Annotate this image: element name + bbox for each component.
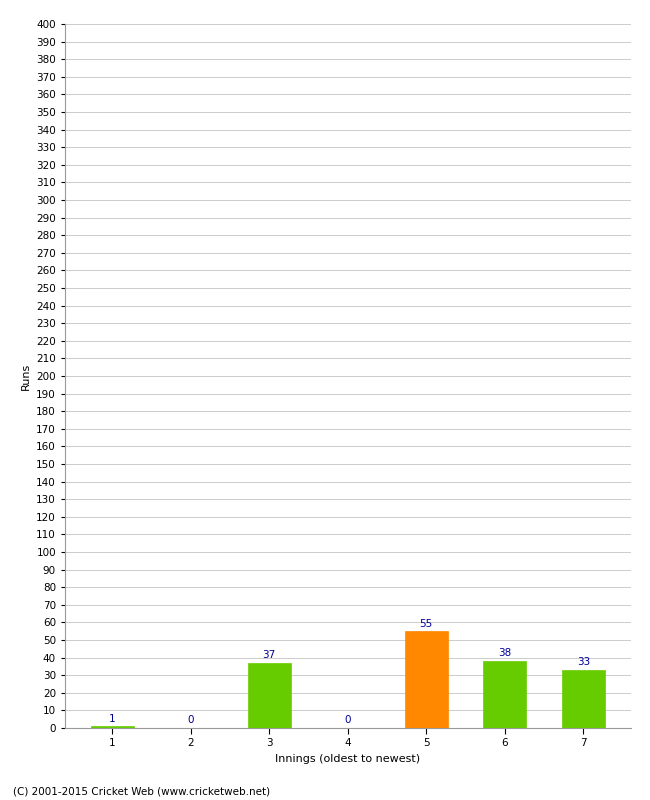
- Text: 1: 1: [109, 714, 116, 723]
- Text: 0: 0: [344, 715, 351, 726]
- Bar: [248, 663, 291, 728]
- Bar: [90, 726, 134, 728]
- Bar: [405, 631, 448, 728]
- Text: 0: 0: [187, 715, 194, 726]
- Text: 37: 37: [263, 650, 276, 660]
- Y-axis label: Runs: Runs: [21, 362, 31, 390]
- Bar: [562, 670, 605, 728]
- Bar: [483, 661, 526, 728]
- Text: 55: 55: [420, 618, 433, 629]
- Text: (C) 2001-2015 Cricket Web (www.cricketweb.net): (C) 2001-2015 Cricket Web (www.cricketwe…: [13, 786, 270, 796]
- Text: 38: 38: [498, 649, 512, 658]
- X-axis label: Innings (oldest to newest): Innings (oldest to newest): [275, 754, 421, 764]
- Text: 33: 33: [577, 658, 590, 667]
